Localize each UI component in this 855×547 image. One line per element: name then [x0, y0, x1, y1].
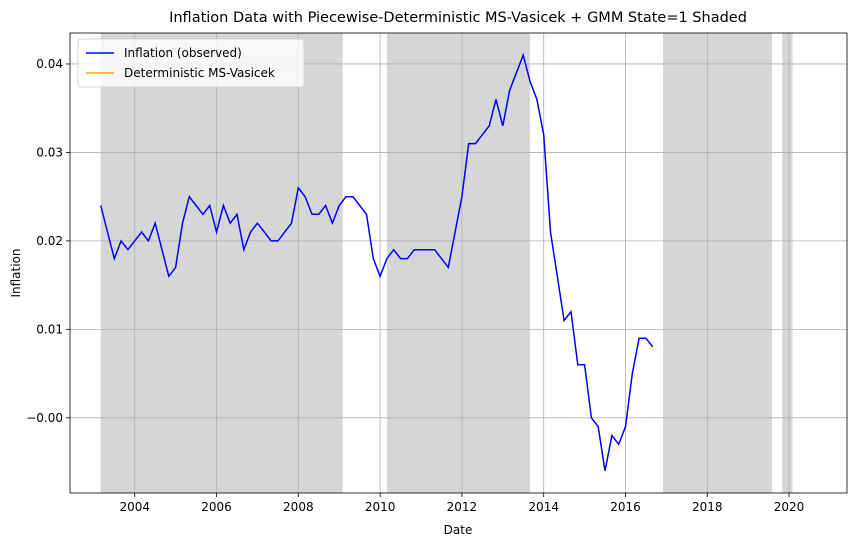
x-tick-label-2016: 2016 — [610, 500, 641, 514]
x-tick-label-2014: 2014 — [528, 500, 559, 514]
plot-area: 2004 2006 2008 2010 2012 2014 2016 2018 2020 −0.0… — [26, 32, 848, 514]
x-tick-label-2012: 2012 — [447, 500, 478, 514]
legend-box — [77, 38, 305, 88]
x-tick-label-2006: 2006 — [201, 500, 232, 514]
state1-shade-1 — [386, 33, 531, 493]
state1-shade-2 — [662, 33, 773, 493]
x-axis-label: Date — [444, 523, 473, 537]
legend-label-1: Deterministic MS-Vasicek — [124, 66, 275, 80]
state1-shade-3 — [782, 33, 793, 493]
y-tick-label-1: 0.01 — [36, 322, 63, 336]
x-tick-label-2004: 2004 — [119, 500, 150, 514]
x-tick-label-2018: 2018 — [692, 500, 723, 514]
legend-label-0: Inflation (observed) — [124, 46, 242, 60]
x-tick-label-2008: 2008 — [283, 500, 314, 514]
x-tick-label-2010: 2010 — [365, 500, 396, 514]
y-tick-label-2: 0.02 — [36, 234, 63, 248]
series-observed-line — [99, 52, 654, 472]
x-tick-label-2020: 2020 — [774, 500, 805, 514]
plot-frame — [69, 32, 848, 494]
y-tick-label-0: −0.00 — [26, 411, 63, 425]
chart-title: Inflation Data with Piecewise-Determinis… — [169, 10, 747, 26]
y-axis-label: Inflation — [9, 248, 23, 297]
y-tick-label-3: 0.03 — [36, 145, 63, 159]
y-tick-label-4: 0.04 — [36, 57, 63, 71]
state1-shade-0 — [100, 33, 343, 493]
